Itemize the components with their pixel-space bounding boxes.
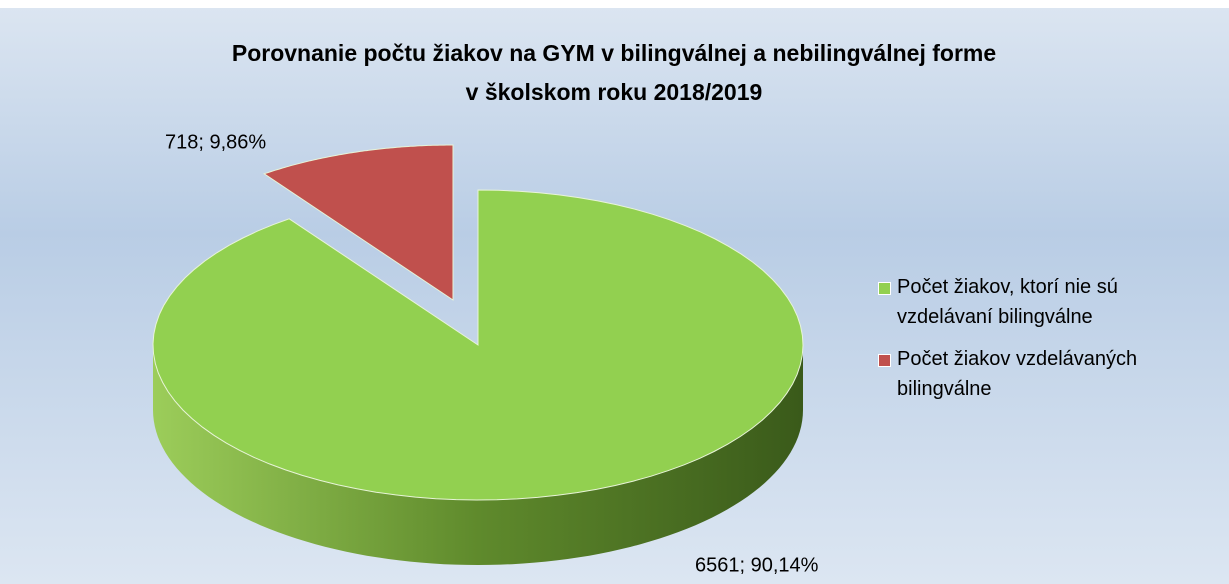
chart-title: v školskom roku 2018/2019 — [466, 79, 763, 105]
slice-side — [153, 345, 803, 565]
legend-swatch — [878, 354, 891, 367]
slice — [263, 144, 454, 301]
data-label: 6561; 90,14% — [695, 554, 819, 576]
legend: Počet žiakov, ktorí nie sú vzdelávaní bi… — [878, 272, 1213, 416]
legend-item: Počet žiakov, ktorí nie sú vzdelávaní bi… — [878, 272, 1213, 332]
slice — [152, 189, 804, 501]
legend-label: Počet žiakov vzdelávaných bilingválne — [897, 348, 1138, 400]
legend-swatch — [878, 282, 891, 295]
legend-label: Počet žiakov, ktorí nie sú vzdelávaní bi… — [897, 276, 1118, 328]
data-label: 718; 9,86% — [165, 131, 266, 153]
legend-item: Počet žiakov vzdelávaných bilingválne — [878, 344, 1213, 404]
chart-title: Porovnanie počtu žiakov na GYM v bilingv… — [232, 40, 996, 66]
